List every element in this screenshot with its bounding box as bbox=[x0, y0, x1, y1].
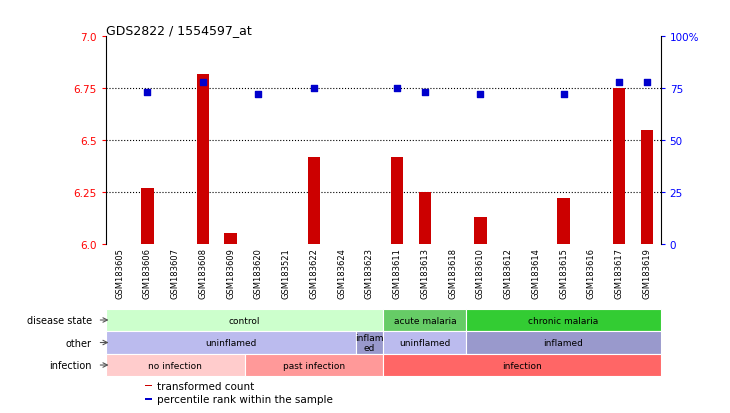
Bar bbox=[106, 354, 245, 376]
Point bbox=[613, 79, 625, 86]
Text: GSM183619: GSM183619 bbox=[642, 247, 651, 298]
Bar bbox=[356, 332, 383, 354]
Text: infection: infection bbox=[502, 361, 542, 370]
Point bbox=[558, 92, 569, 98]
Text: GSM183615: GSM183615 bbox=[559, 247, 568, 298]
Point bbox=[391, 85, 403, 92]
Point bbox=[308, 85, 320, 92]
Text: uninflamed: uninflamed bbox=[399, 338, 450, 347]
Bar bbox=[141, 188, 154, 244]
Text: control: control bbox=[228, 316, 261, 325]
Bar bbox=[383, 332, 466, 354]
Text: inflam
ed: inflam ed bbox=[355, 333, 384, 352]
Bar bbox=[383, 354, 661, 376]
Bar bbox=[612, 89, 626, 244]
Point bbox=[142, 90, 153, 96]
Bar bbox=[383, 309, 466, 332]
Text: GSM183612: GSM183612 bbox=[504, 247, 512, 298]
Bar bbox=[224, 234, 237, 244]
Text: infection: infection bbox=[50, 360, 92, 370]
Bar bbox=[466, 332, 661, 354]
Text: uninflamed: uninflamed bbox=[205, 338, 256, 347]
Text: GSM183620: GSM183620 bbox=[254, 247, 263, 298]
Text: GSM183616: GSM183616 bbox=[587, 247, 596, 298]
Text: GSM183610: GSM183610 bbox=[476, 247, 485, 298]
Text: GSM183613: GSM183613 bbox=[420, 247, 429, 298]
Text: GSM183614: GSM183614 bbox=[531, 247, 540, 298]
Point bbox=[253, 92, 264, 98]
Text: percentile rank within the sample: percentile rank within the sample bbox=[157, 394, 333, 404]
Bar bbox=[557, 199, 570, 244]
Bar bbox=[145, 399, 152, 400]
Bar bbox=[391, 157, 404, 244]
Text: GSM183608: GSM183608 bbox=[199, 247, 207, 298]
Text: GSM183617: GSM183617 bbox=[615, 247, 623, 298]
Text: inflamed: inflamed bbox=[544, 338, 583, 347]
Text: GSM183609: GSM183609 bbox=[226, 247, 235, 298]
Bar bbox=[145, 385, 152, 386]
Text: GSM183606: GSM183606 bbox=[143, 247, 152, 298]
Text: GSM183611: GSM183611 bbox=[393, 247, 402, 298]
Text: GSM183624: GSM183624 bbox=[337, 247, 346, 298]
Bar bbox=[106, 332, 356, 354]
Text: GSM183605: GSM183605 bbox=[115, 247, 124, 298]
Text: GSM183622: GSM183622 bbox=[310, 247, 318, 298]
Point bbox=[419, 90, 431, 96]
Text: GDS2822 / 1554597_at: GDS2822 / 1554597_at bbox=[106, 24, 252, 37]
Bar bbox=[640, 130, 653, 244]
Text: GSM183623: GSM183623 bbox=[365, 247, 374, 298]
Text: no infection: no infection bbox=[148, 361, 202, 370]
Text: past infection: past infection bbox=[283, 361, 345, 370]
Text: GSM183607: GSM183607 bbox=[171, 247, 180, 298]
Text: chronic malaria: chronic malaria bbox=[529, 316, 599, 325]
Point bbox=[641, 79, 653, 86]
Bar bbox=[307, 157, 320, 244]
Bar bbox=[196, 74, 210, 244]
Text: GSM183521: GSM183521 bbox=[282, 247, 291, 298]
Point bbox=[474, 92, 486, 98]
Bar bbox=[474, 217, 487, 244]
Text: other: other bbox=[66, 338, 92, 348]
Text: acute malaria: acute malaria bbox=[393, 316, 456, 325]
Bar bbox=[245, 354, 383, 376]
Text: transformed count: transformed count bbox=[157, 381, 255, 391]
Text: disease state: disease state bbox=[27, 315, 92, 325]
Bar bbox=[418, 192, 431, 244]
Point bbox=[197, 79, 209, 86]
Text: GSM183618: GSM183618 bbox=[448, 247, 457, 298]
Bar bbox=[466, 309, 661, 332]
Bar bbox=[106, 309, 383, 332]
